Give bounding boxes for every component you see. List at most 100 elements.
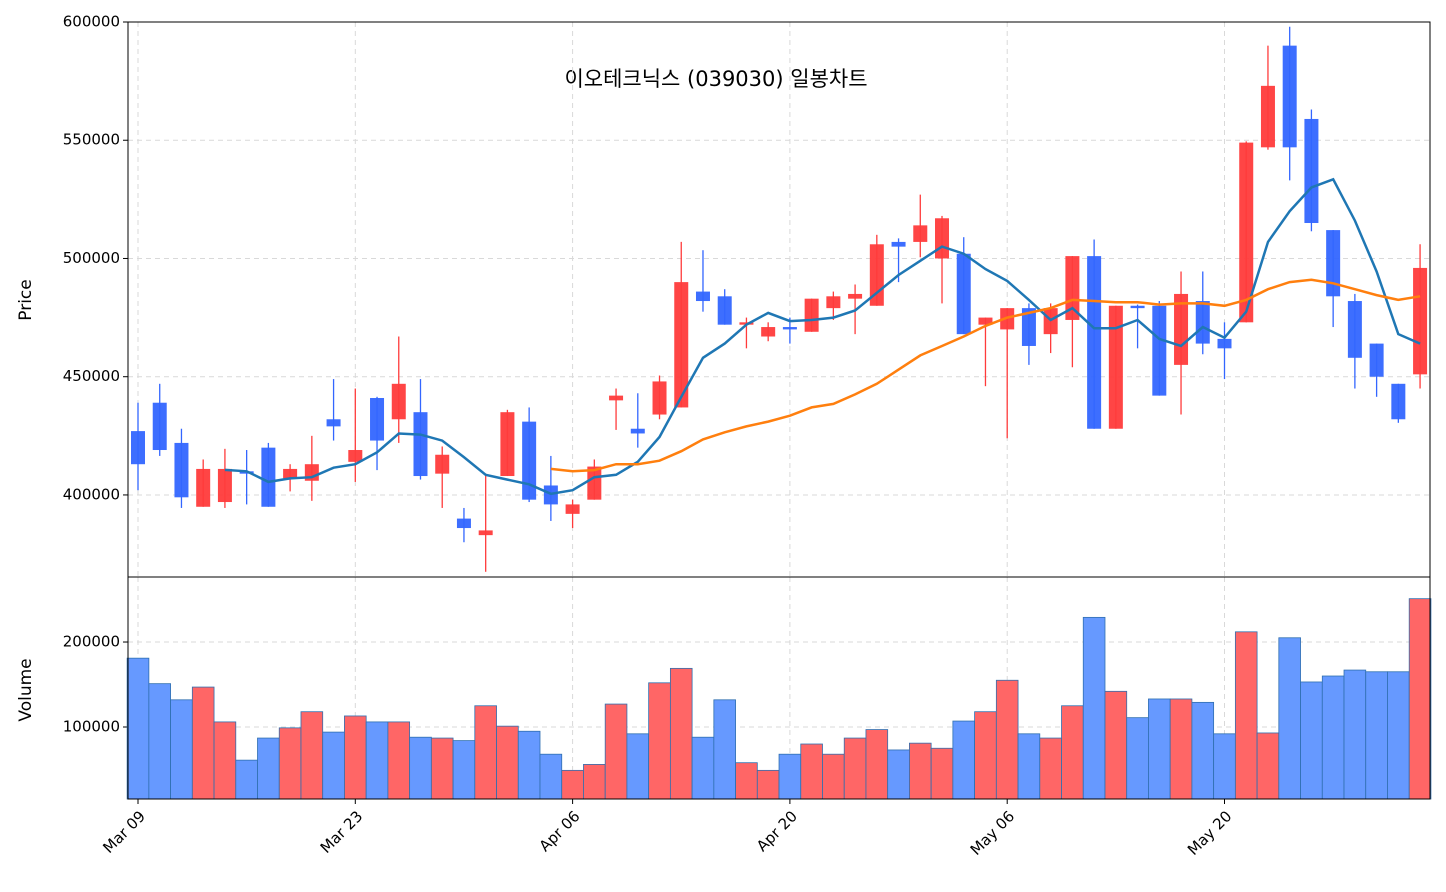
candle-body — [826, 296, 841, 309]
volume-bar — [257, 737, 280, 800]
candle-body — [391, 383, 406, 420]
candle-body — [326, 419, 341, 427]
volume-bar — [648, 682, 671, 800]
volume-bar — [170, 699, 193, 800]
candle-body — [370, 397, 385, 441]
candle-body — [435, 454, 450, 474]
volume-bar — [322, 731, 345, 800]
candle-body — [587, 466, 602, 500]
candle-body — [1391, 383, 1406, 420]
volume-bar — [626, 733, 650, 800]
candle-body — [1087, 256, 1102, 429]
y-tick-label: 500000 — [63, 249, 120, 267]
candle-body — [500, 412, 515, 477]
candle-body — [1347, 301, 1362, 358]
volume-bar — [778, 753, 802, 800]
candle-body — [217, 468, 232, 503]
candle-body — [1260, 85, 1275, 148]
chart-title: 이오테크닉스 (039030) 일봉차트 — [564, 67, 867, 91]
candle-body — [630, 428, 645, 434]
volume-frame — [127, 576, 1431, 800]
candle-body — [891, 241, 906, 247]
volume-bar — [1213, 733, 1236, 800]
volume-bar — [583, 764, 606, 800]
volume-bar — [952, 720, 976, 800]
candle-body — [674, 282, 689, 408]
y-axis-label: Price — [16, 279, 36, 320]
volume-bar — [126, 657, 150, 800]
volume-bar — [213, 721, 237, 800]
candle-body — [956, 253, 971, 335]
candle-body — [1065, 256, 1080, 320]
y-tick-label: 550000 — [63, 131, 120, 149]
x-tick-label: Apr 20 — [753, 807, 801, 855]
volume-bar — [474, 705, 497, 800]
plot-layer: Mar 09 Mar 23 Apr 06 Apr 20 May 06 May 20 4000… — [63, 13, 1432, 859]
moving-average-line — [224, 177, 1421, 496]
volume-bar — [1234, 631, 1258, 800]
volume-bar — [452, 740, 476, 800]
candle-body — [1108, 305, 1123, 429]
volume-bar — [148, 683, 171, 800]
volume-bar — [539, 753, 563, 800]
candle-body — [131, 431, 145, 465]
volume-bar — [387, 721, 411, 800]
volume-bar — [344, 715, 367, 800]
candle-body — [1413, 267, 1428, 375]
volume-bar — [517, 730, 541, 800]
volume-bar — [300, 711, 324, 800]
volume-bar — [800, 743, 823, 800]
volume-bar — [1191, 701, 1215, 800]
volume-bar — [1256, 732, 1280, 800]
volume-bar — [1300, 681, 1323, 800]
x-tick-label: Mar 09 — [99, 807, 149, 857]
volume-bar — [1017, 733, 1041, 800]
volume-bar — [235, 759, 258, 800]
volume-bar — [735, 762, 758, 800]
y-tick-label: 200000 — [63, 633, 120, 651]
candle-body — [283, 468, 298, 479]
volume-bar — [1061, 705, 1084, 800]
candle-body — [804, 298, 819, 332]
volume-bar — [365, 721, 389, 800]
volume-bar — [1278, 637, 1301, 800]
volume-bar — [409, 736, 432, 800]
y-tick-label: 100000 — [63, 718, 120, 736]
candle-body — [174, 442, 189, 498]
candle-body — [935, 218, 950, 259]
x-tick-label: Apr 06 — [536, 807, 584, 855]
volume-bar — [1321, 675, 1345, 800]
volume-bar — [713, 699, 736, 800]
candle-body — [522, 421, 537, 500]
candle-body — [456, 518, 471, 529]
volume-bar — [1169, 698, 1193, 800]
candle-body — [695, 291, 710, 302]
price-frame — [127, 21, 1431, 578]
candle-body — [913, 225, 928, 242]
volume-bar — [561, 769, 584, 800]
candle-body — [761, 327, 776, 337]
candle-body — [478, 530, 493, 536]
candle-body — [348, 450, 363, 462]
volume-bar — [278, 727, 302, 800]
candle-body — [1369, 343, 1384, 377]
volume-bar — [191, 686, 215, 800]
y-axis-label: Volume — [16, 658, 36, 721]
volume-bar — [1387, 671, 1410, 800]
candle-body — [978, 317, 993, 325]
volume-bar — [1343, 669, 1367, 800]
volume-bar — [887, 749, 910, 800]
candle-body — [717, 296, 732, 325]
volume-bar — [1408, 598, 1432, 800]
volume-bar — [1104, 690, 1128, 800]
y-tick-label: 400000 — [63, 485, 120, 503]
candle-body — [1152, 305, 1167, 396]
volume-bar — [669, 667, 693, 800]
volume-bar — [1039, 737, 1062, 800]
volume-bar — [1082, 616, 1106, 800]
candle-body — [609, 395, 624, 401]
volume-bar — [1126, 717, 1149, 800]
candle-body — [413, 412, 428, 477]
candle-body — [1021, 308, 1036, 346]
